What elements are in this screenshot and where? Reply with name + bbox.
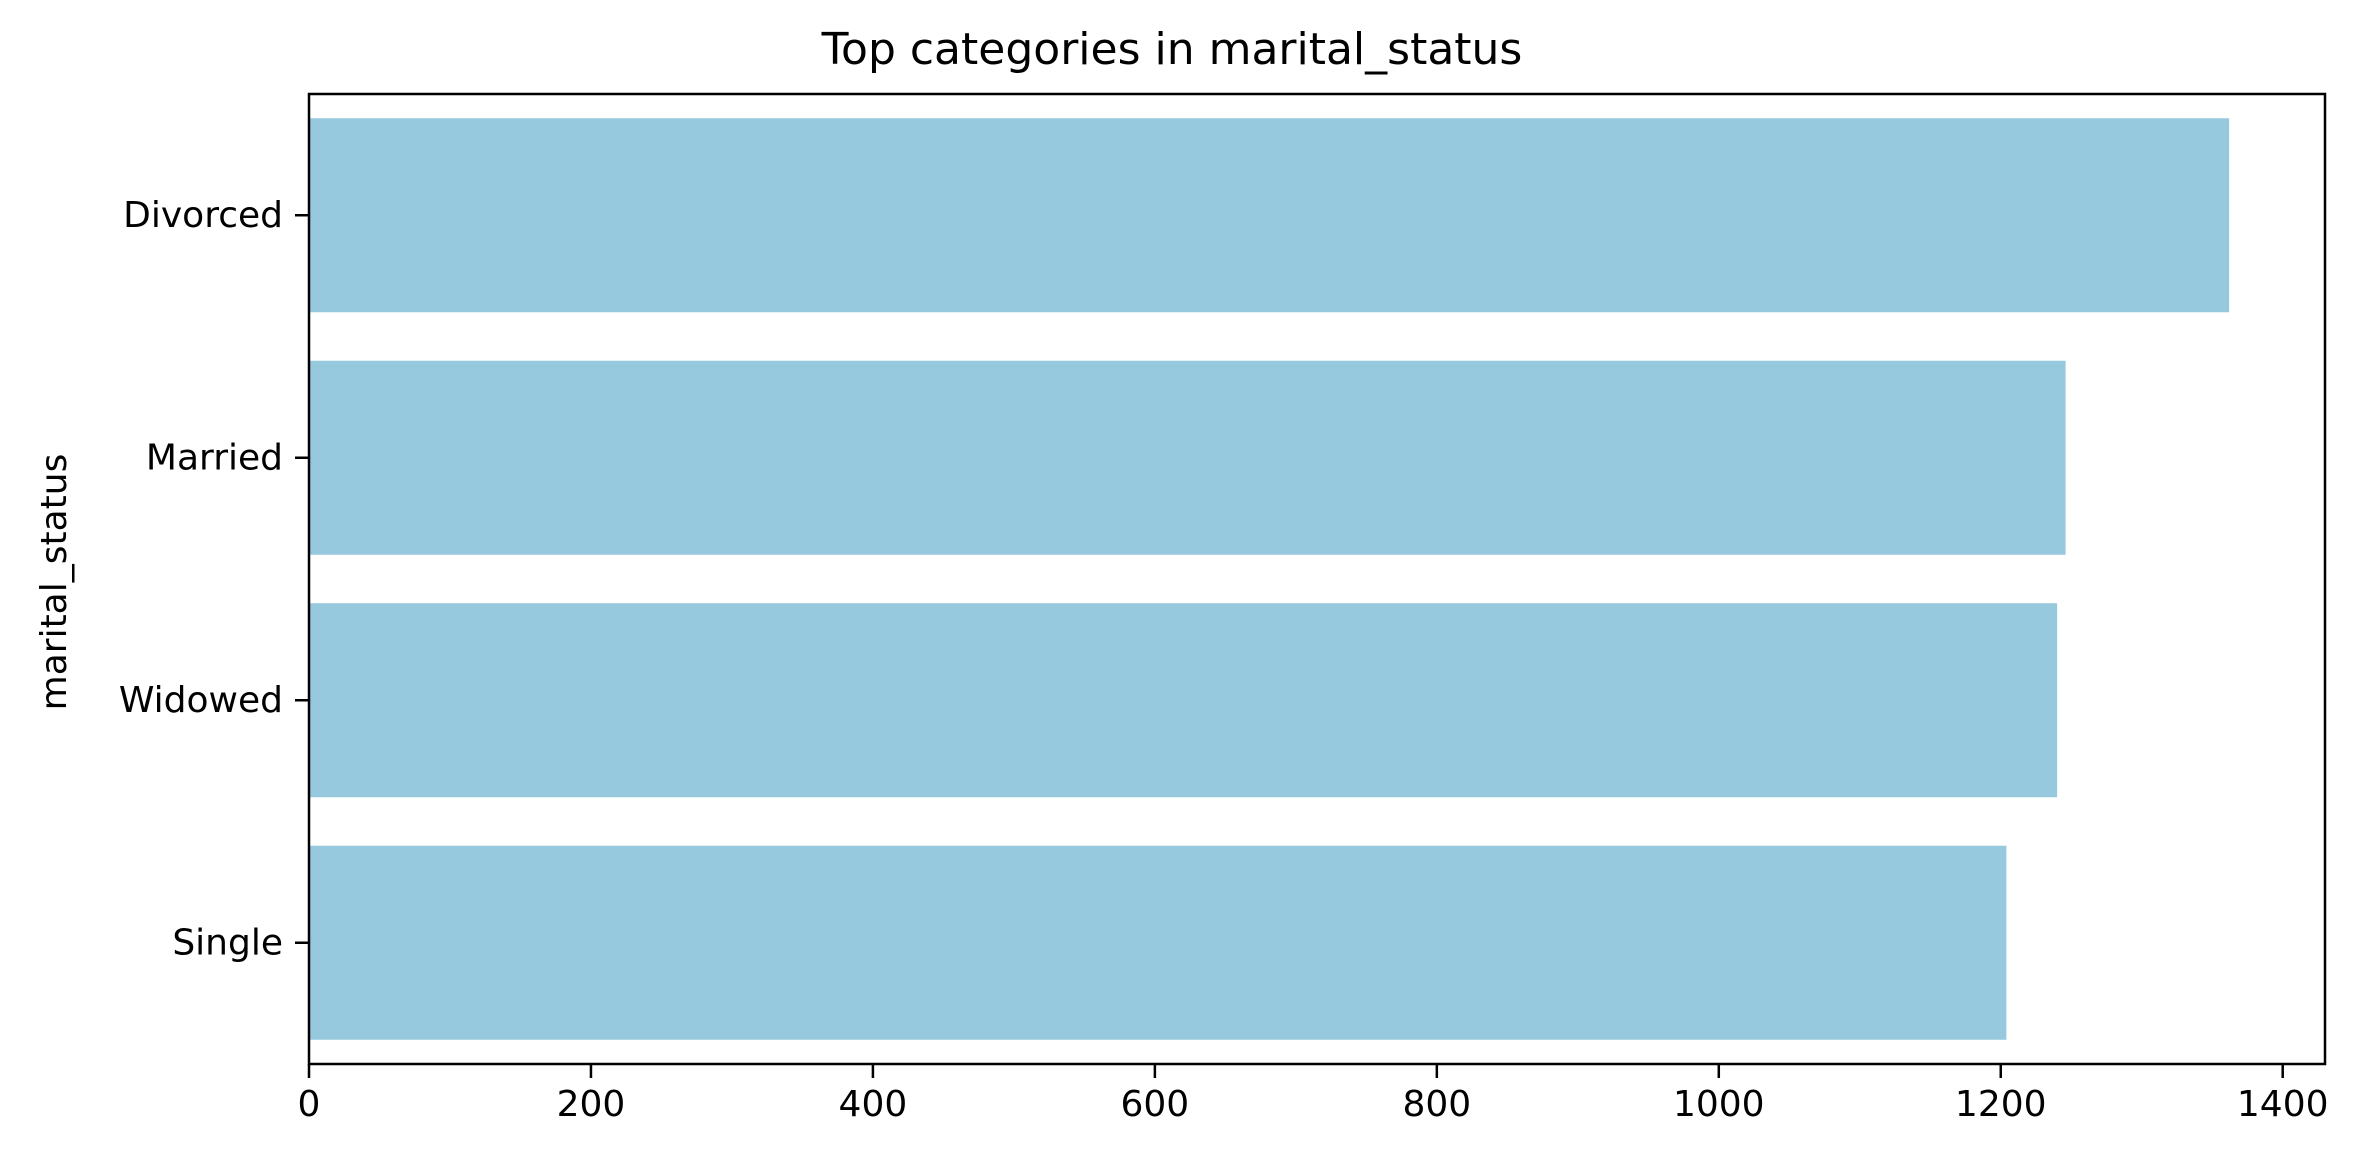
bar-widowed	[309, 603, 2058, 798]
y-axis-label: marital_status	[34, 454, 75, 711]
y-tick-label: Divorced	[123, 195, 283, 236]
x-axis-ticks: 0 200 400 600 800 1000 1200 1400	[298, 1064, 2329, 1125]
bar-single	[309, 845, 2007, 1040]
x-tick-label: 0	[298, 1084, 321, 1125]
plot-frame	[307, 92, 2327, 1066]
x-tick-label: 200	[557, 1084, 626, 1125]
chart-title: Top categories in marital_status	[821, 24, 1523, 75]
y-tick-label: Single	[172, 922, 283, 963]
y-tick-label: Widowed	[119, 680, 283, 721]
x-tick-label: 400	[839, 1084, 908, 1125]
bar-divorced	[309, 118, 2230, 313]
y-axis-ticks: Divorced Married Widowed Single	[119, 195, 309, 963]
x-tick-label: 600	[1121, 1084, 1190, 1125]
bars-group	[309, 118, 2230, 1040]
y-tick-label: Married	[146, 437, 283, 478]
x-tick-label: 1200	[1955, 1084, 2047, 1125]
x-tick-label: 1400	[2237, 1084, 2329, 1125]
bar-married	[309, 360, 2066, 555]
x-tick-label: 800	[1402, 1084, 1471, 1125]
x-tick-label: 1000	[1673, 1084, 1765, 1125]
